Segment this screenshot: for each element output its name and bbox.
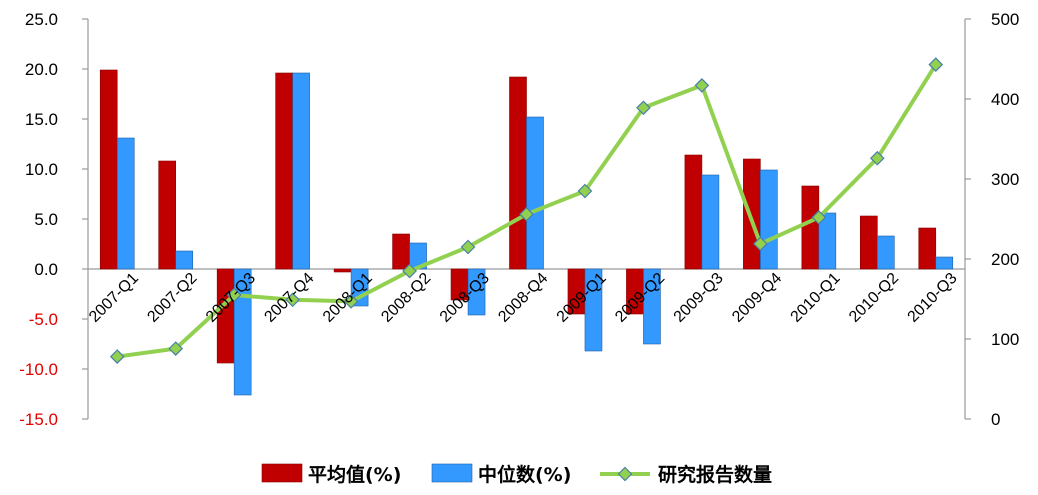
category-label: 2008-Q4 — [495, 270, 551, 326]
left-tick-label: 10.0 — [25, 160, 58, 179]
category-label: 2008-Q2 — [378, 270, 434, 326]
bar-median — [760, 169, 778, 270]
legend-label: 研究报告数量 — [658, 463, 772, 486]
line-point-marker — [869, 150, 885, 166]
line-point-marker — [460, 239, 476, 255]
line-point-marker — [519, 206, 534, 222]
line-point-marker — [168, 341, 184, 356]
right-tick-label: 400 — [991, 90, 1019, 109]
legend-swatch-bar — [261, 463, 303, 483]
legend-label: 平均值(%) — [308, 463, 401, 486]
bar-series — [99, 69, 954, 396]
left-tick-label: 20.0 — [25, 60, 58, 79]
category-label: 2010-Q3 — [905, 270, 961, 326]
right-tick-label: 300 — [991, 170, 1019, 189]
right-tick-label: 500 — [991, 10, 1019, 29]
category-label: 2009-Q4 — [729, 270, 785, 326]
right-tick-label: 0 — [991, 410, 1000, 429]
left-tick-label: 5.0 — [34, 210, 58, 229]
bar-median — [175, 250, 193, 270]
bar-mean — [275, 72, 293, 270]
line-point-marker — [753, 236, 768, 252]
category-label: 2007-Q1 — [86, 270, 142, 326]
right-tick-label: 200 — [991, 250, 1019, 269]
axes: 25.0 20.0 15.0 10.0 5.0 0.0 -5.0 -10.0 -15.0 500 4… — [19, 10, 1019, 429]
line-point-marker — [928, 57, 944, 72]
left-tick-label: -15.0 — [19, 410, 58, 429]
line-point-marker — [402, 263, 417, 279]
bar-median — [467, 268, 486, 316]
left-tick-label: -5.0 — [29, 310, 58, 329]
bar-mean — [99, 69, 118, 270]
left-tick-label: 15.0 — [25, 110, 58, 129]
legend-label: 中位数(%) — [478, 463, 571, 486]
category-label: 2007-Q2 — [144, 270, 200, 326]
bar-median — [935, 256, 954, 270]
bar-mean — [801, 185, 820, 270]
line-point-marker — [285, 292, 300, 308]
bar-median — [233, 268, 252, 396]
bar-median — [292, 72, 310, 270]
bar-mean — [743, 158, 761, 270]
bar-mean — [509, 76, 527, 270]
left-tick-label: 0.0 — [34, 260, 58, 279]
legend-swatch-bar — [431, 463, 473, 483]
line-point-marker — [109, 349, 125, 364]
left-tick-label: -10.0 — [19, 360, 58, 379]
legend: 平均值(%) 中位数(%) 研究报告数量 — [261, 463, 772, 486]
legend-swatch-marker — [617, 466, 633, 482]
line-series — [109, 57, 944, 364]
left-tick-label: 25.0 — [25, 10, 58, 29]
bar-median — [818, 212, 837, 270]
bar-mean — [392, 233, 410, 270]
line-point-marker — [636, 100, 651, 116]
bar-mean — [333, 268, 352, 273]
bar-median — [116, 137, 135, 270]
category-label: 2010-Q2 — [846, 270, 902, 326]
bar-mean — [158, 160, 176, 270]
right-tick-label: 100 — [991, 330, 1019, 349]
bar-median — [643, 268, 661, 345]
line-point-marker — [811, 210, 827, 225]
category-label: 2010-Q1 — [788, 270, 844, 326]
bar-mean — [918, 227, 937, 270]
bar-median — [876, 235, 895, 270]
bar-median — [526, 116, 544, 270]
category-label: 2009-Q3 — [671, 270, 727, 326]
bar-median — [701, 174, 720, 270]
line-point-marker — [694, 78, 710, 93]
bar-mean — [859, 215, 878, 270]
line-point-marker — [577, 183, 593, 199]
bar-median — [584, 268, 603, 352]
bar-mean — [684, 154, 703, 270]
line-point-marker — [226, 287, 242, 303]
line-point-marker — [343, 294, 359, 309]
